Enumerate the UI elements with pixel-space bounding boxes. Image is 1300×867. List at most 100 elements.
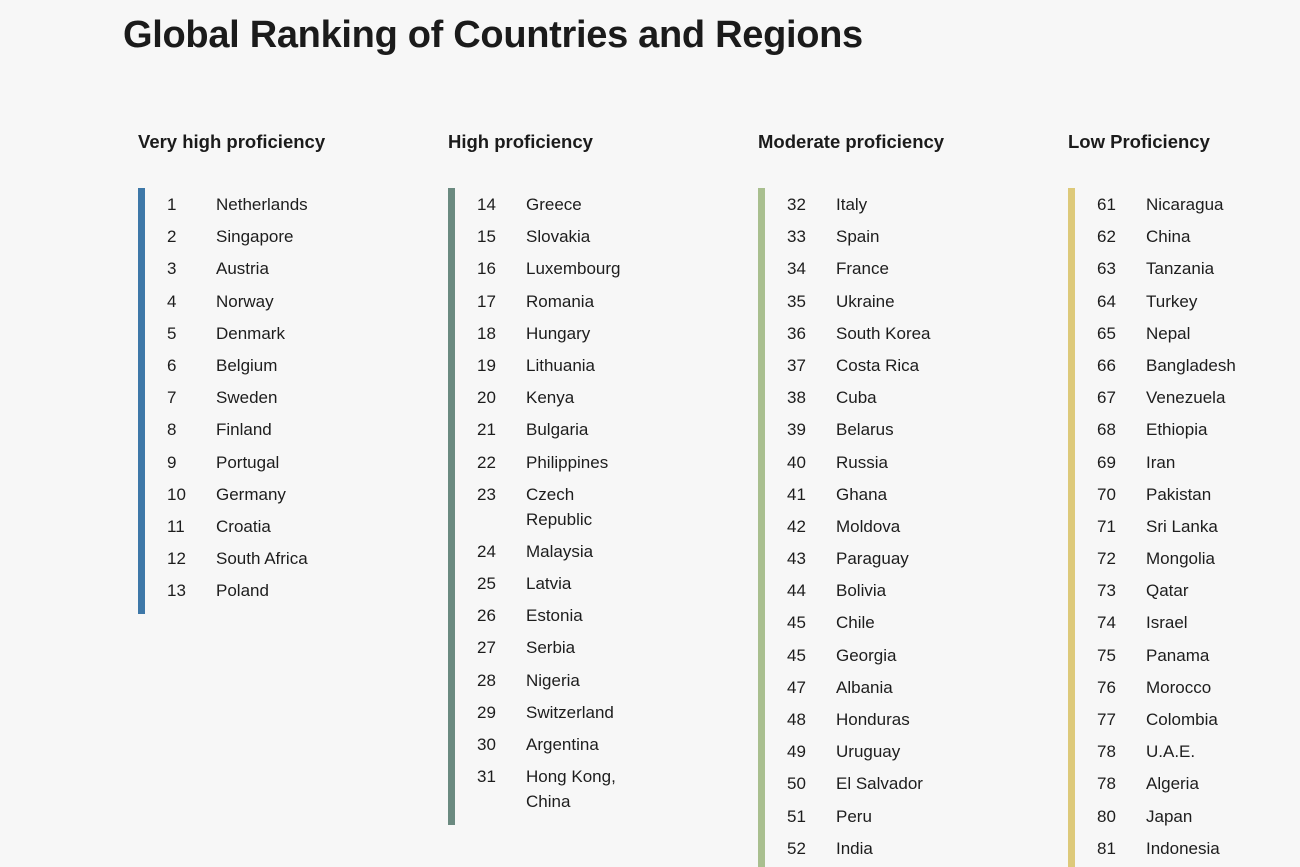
ranking-row: 40 Russia <box>758 450 1048 482</box>
rank-number: 40 <box>787 452 806 472</box>
country-name: El Salvador <box>836 774 923 794</box>
country-name: Algeria <box>1146 774 1199 794</box>
country-name: Belgium <box>216 355 278 375</box>
rank-number: 3 <box>167 259 177 279</box>
ranking-row: 15 Slovakia <box>448 224 738 256</box>
rank-number: 72 <box>1097 549 1116 569</box>
country-name: Bangladesh <box>1146 355 1236 375</box>
rank-number: 81 <box>1097 838 1116 858</box>
ranking-row: 24 Malaysia <box>448 539 738 571</box>
ranking-row: 11 Croatia <box>138 514 428 546</box>
ranking-row: 16 Luxembourg <box>448 256 738 288</box>
ranking-row: 78 U.A.E. <box>1068 739 1300 771</box>
country-name: Japan <box>1146 806 1193 826</box>
rank-number: 23 <box>477 484 496 504</box>
rank-number: 49 <box>787 742 806 762</box>
rank-number: 32 <box>787 195 806 214</box>
rank-number: 9 <box>167 452 177 472</box>
rank-number: 18 <box>477 323 496 343</box>
rank-number: 4 <box>167 291 177 311</box>
rank-number: 22 <box>477 452 496 472</box>
country-name: Nigeria <box>526 670 580 690</box>
country-name: Panama <box>1146 645 1210 665</box>
ranking-row: 23 Czech Republic <box>448 482 738 539</box>
ranking-row: 75 Panama <box>1068 643 1300 675</box>
rank-number: 35 <box>787 291 806 311</box>
country-name: Sri Lanka <box>1146 516 1218 536</box>
rank-number: 13 <box>167 581 186 601</box>
country-name: Nicaragua <box>1146 195 1224 214</box>
rank-number: 19 <box>477 355 496 375</box>
country-name: Slovakia <box>526 227 591 247</box>
rank-number: 24 <box>477 541 496 561</box>
country-name: Poland <box>216 581 269 601</box>
country-name: Ethiopia <box>1146 420 1208 440</box>
ranking-row: 33 Spain <box>758 224 1048 256</box>
rank-number: 69 <box>1097 452 1116 472</box>
country-name: Venezuela <box>1146 388 1226 408</box>
country-name: Czech Republic <box>526 484 593 529</box>
ranking-row: 22 Philippines <box>448 450 738 482</box>
country-name: Russia <box>836 452 888 472</box>
column-heading: Low Proficiency <box>1068 131 1210 152</box>
country-name: Austria <box>216 259 269 279</box>
ranking-row: 3 Austria <box>138 256 428 288</box>
country-name: Pakistan <box>1146 484 1212 504</box>
country-name: Philippines <box>526 452 609 472</box>
rank-number: 52 <box>787 838 806 858</box>
country-name: Romania <box>526 291 595 311</box>
rank-number: 62 <box>1097 227 1116 247</box>
ranking-row: 37 Costa Rica <box>758 353 1048 385</box>
country-name: France <box>836 259 889 279</box>
country-name: Portugal <box>216 452 280 472</box>
ranking-row: 45 Georgia <box>758 643 1048 675</box>
rank-number: 65 <box>1097 323 1116 343</box>
rank-number: 45 <box>787 645 806 665</box>
country-name: Argentina <box>526 735 599 754</box>
rank-number: 77 <box>1097 710 1116 729</box>
country-name: Netherlands <box>216 195 308 214</box>
country-name: Hungary <box>526 323 591 343</box>
rank-number: 51 <box>787 806 806 826</box>
rank-number: 78 <box>1097 774 1116 794</box>
ranking-row: 13 Poland <box>138 578 428 610</box>
ranking-row: 9 Portugal <box>138 450 428 482</box>
ranking-row: 66 Bangladesh <box>1068 353 1300 385</box>
ranking-row: 41 Ghana <box>758 482 1048 514</box>
ranking-row: 26 Estonia <box>448 603 738 635</box>
country-name: Sweden <box>216 388 278 408</box>
country-name: Ukraine <box>836 291 895 311</box>
ranking-row: 29 Switzerland <box>448 700 738 732</box>
country-name: Mongolia <box>1146 549 1215 569</box>
ranking-row: 31 Hong Kong, China <box>448 764 738 821</box>
ranking-row: 74 Israel <box>1068 610 1300 642</box>
country-name: Serbia <box>526 638 576 658</box>
rank-number: 17 <box>477 291 496 311</box>
ranking-list: 1 Netherlands 2 Singapore 3 Austria 4 Norway 5 De… <box>138 188 428 615</box>
ranking-row: 51 Peru <box>758 804 1048 836</box>
country-name: Croatia <box>216 516 271 536</box>
country-name: Cuba <box>836 388 877 408</box>
rank-number: 61 <box>1097 195 1116 214</box>
ranking-row: 45 Chile <box>758 610 1048 642</box>
ranking-row: 71 Sri Lanka <box>1068 514 1300 546</box>
country-name: Kenya <box>526 388 575 408</box>
ranking-row: 52 India <box>758 836 1048 867</box>
rank-number: 76 <box>1097 677 1116 697</box>
rank-number: 66 <box>1097 355 1116 375</box>
ranking-row: 25 Latvia <box>448 571 738 603</box>
ranking-row: 69 Iran <box>1068 450 1300 482</box>
rank-number: 8 <box>167 420 177 440</box>
country-name: Hong Kong, China <box>526 767 616 812</box>
ranking-row: 62 China <box>1068 224 1300 256</box>
rank-number: 71 <box>1097 516 1116 536</box>
rank-number: 74 <box>1097 613 1116 633</box>
ranking-row: 63 Tanzania <box>1068 256 1300 288</box>
rank-number: 26 <box>477 606 496 626</box>
ranking-row: 17 Romania <box>448 289 738 321</box>
ranking-row: 7 Sweden <box>138 385 428 417</box>
rank-number: 67 <box>1097 388 1116 408</box>
country-name: Nepal <box>1146 323 1191 343</box>
column-heading: Moderate proficiency <box>758 131 945 152</box>
ranking-row: 68 Ethiopia <box>1068 417 1300 449</box>
